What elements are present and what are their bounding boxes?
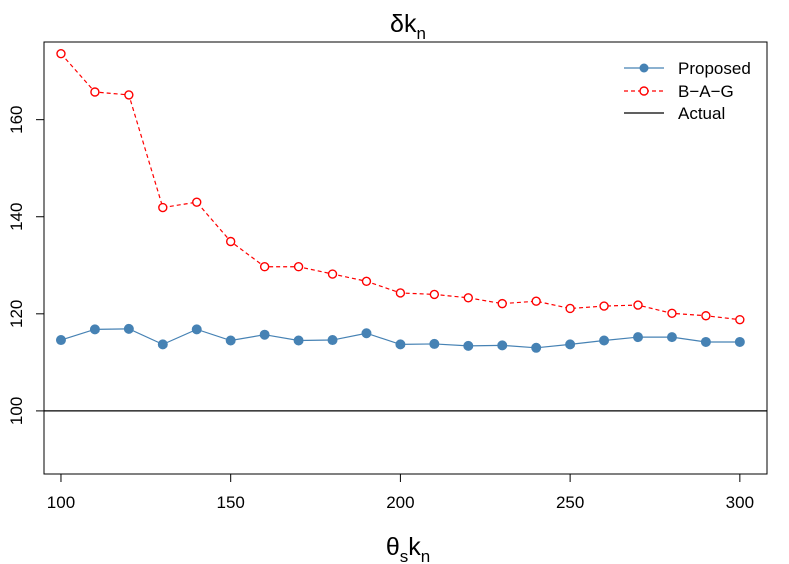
proposed-point [259,329,270,340]
bag-point [158,202,168,213]
bag-point [599,301,609,311]
proposed-point [734,336,745,347]
bag-point [361,276,372,286]
legend-label-bag: B−A−G [678,82,734,101]
proposed-point [599,335,610,346]
x-tick-label: 250 [556,493,584,512]
bag-point [463,293,473,303]
legend-label-actual: Actual [678,104,725,123]
y-tick-label: 120 [7,300,26,328]
x-axis-label-main: θ [386,533,400,561]
x-axis-label-mid: k [408,533,421,561]
chart-title-sub: n [416,24,425,43]
bag-point [192,197,202,207]
proposed-point [327,335,338,346]
bag-point [124,90,134,100]
bag-point [225,236,236,247]
bag-point [701,311,711,321]
legend: Proposed B−A−G Actual [624,59,751,123]
bag-point [429,289,440,300]
bag-series-line [60,53,740,321]
axes: 100 150 200 250 300 100 120 140 160 [7,105,754,512]
proposed-point [429,338,440,349]
proposed-point [225,335,236,346]
bag-point [293,262,304,272]
x-tick-label: 300 [726,493,754,512]
bag-point [565,303,575,314]
bag-point [90,87,100,97]
proposed-point [633,332,644,343]
bag-point [633,300,643,310]
x-axis-label-sub1: s [400,547,409,564]
series-layer [44,48,767,412]
proposed-point [700,336,711,347]
y-tick-label: 160 [7,105,26,133]
y-tick-label: 100 [7,397,26,425]
bag-point [327,269,338,279]
plot-frame [43,41,768,475]
proposed-point [123,323,134,334]
proposed-point [293,335,304,346]
x-tick-label: 100 [47,493,75,512]
bag-point [259,262,270,272]
y-tick-label: 140 [7,203,26,231]
proposed-point [395,339,406,350]
proposed-point [157,339,168,350]
bag-point [56,48,66,59]
x-tick-label: 150 [217,493,245,512]
chart-title: δkn [390,10,426,43]
proposed-point [531,342,542,353]
proposed-point [55,335,66,346]
legend-label-proposed: Proposed [678,59,751,78]
legend-marker-bag [639,86,649,96]
bag-point [531,296,541,306]
chart-title-main: δk [390,10,417,38]
proposed-point [565,339,576,350]
proposed-point [89,324,100,335]
proposed-point [361,328,372,339]
bag-point [667,308,677,319]
x-axis-label-sub2: n [421,547,430,564]
proposed-point [463,340,474,351]
x-axis-label: θskn [386,533,430,564]
proposed-point [497,340,508,351]
proposed-point [191,324,202,335]
bag-point [735,314,745,325]
bag-point [395,288,406,298]
x-tick-label: 200 [386,493,414,512]
bag-point [497,298,507,309]
proposed-point [666,332,677,343]
legend-marker-proposed [639,63,649,73]
